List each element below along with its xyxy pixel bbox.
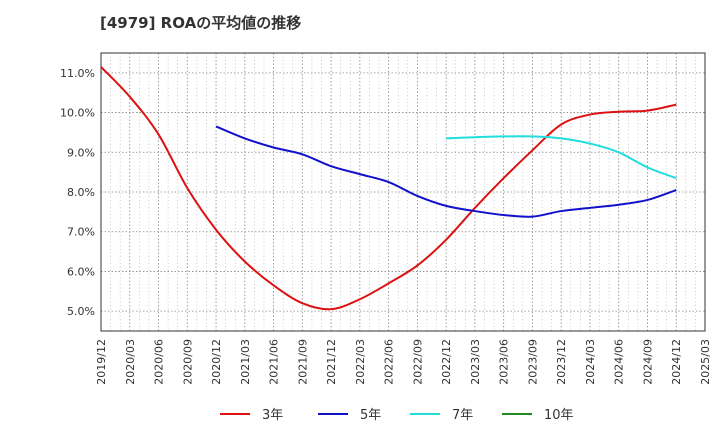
- x-tick-label: 2023/06: [498, 339, 511, 385]
- x-tick-label: 2023/03: [469, 339, 482, 385]
- y-tick-label: 6.0%: [67, 265, 95, 278]
- x-tick-label: 2021/03: [239, 339, 252, 385]
- series-line-7年: [446, 135, 677, 180]
- series-line-3年: [100, 66, 677, 311]
- x-tick-label: 2021/09: [296, 339, 309, 385]
- x-tick-label: 2019/12: [95, 339, 108, 385]
- x-tick-label: 2024/09: [641, 339, 654, 385]
- x-tick-label: 2024/12: [670, 339, 683, 385]
- y-tick-label: 8.0%: [67, 186, 95, 199]
- x-tick-label: 2022/09: [411, 339, 424, 385]
- legend-label: 5年: [360, 408, 381, 423]
- x-tick-label: 2021/12: [325, 339, 338, 385]
- legend-label: 10年: [544, 408, 574, 423]
- x-tick-label: 2023/09: [526, 339, 539, 385]
- plot-frame: [100, 52, 706, 332]
- x-tick-label: 2025/03: [699, 339, 712, 385]
- x-tick-label: 2024/06: [613, 339, 626, 385]
- y-tick-label: 9.0%: [67, 146, 95, 159]
- x-tick-label: 2022/03: [354, 339, 367, 385]
- series-line-5年: [215, 125, 677, 218]
- x-tick-label: 2022/06: [383, 339, 396, 385]
- x-tick-label: 2020/12: [210, 339, 223, 385]
- x-tick-label: 2020/03: [124, 339, 137, 385]
- y-tick-label: 5.0%: [67, 305, 95, 318]
- x-tick-label: 2021/06: [268, 339, 281, 385]
- chart-title: [4979] ROAの平均値の推移: [100, 14, 302, 32]
- x-tick-label: 2024/03: [584, 339, 597, 385]
- x-tick-label: 2022/12: [440, 339, 453, 385]
- y-tick-label: 11.0%: [60, 67, 95, 80]
- y-tick-label: 7.0%: [67, 226, 95, 239]
- x-tick-label: 2020/09: [181, 339, 194, 385]
- x-tick-label: 2023/12: [555, 339, 568, 385]
- x-tick-label: 2020/06: [153, 339, 166, 385]
- legend-label: 7年: [452, 408, 473, 423]
- y-tick-label: 10.0%: [60, 107, 95, 120]
- legend-label: 3年: [262, 408, 283, 423]
